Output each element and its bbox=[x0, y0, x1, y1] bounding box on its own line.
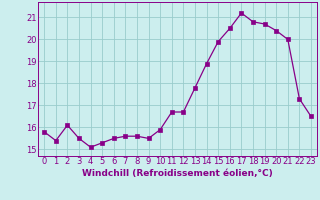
X-axis label: Windchill (Refroidissement éolien,°C): Windchill (Refroidissement éolien,°C) bbox=[82, 169, 273, 178]
